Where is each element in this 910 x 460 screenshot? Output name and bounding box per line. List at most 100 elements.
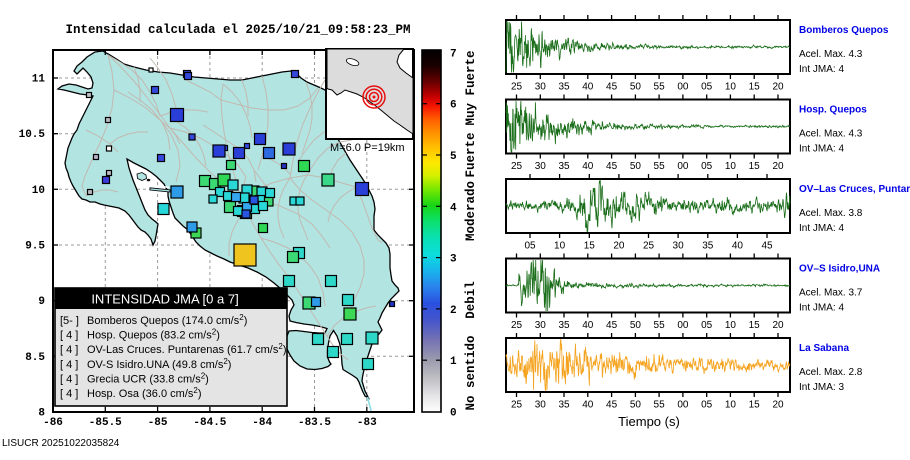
svg-text:[ 4 ]: [ 4 ] <box>60 330 78 342</box>
svg-text:00: 00 <box>677 320 689 331</box>
svg-text:25: 25 <box>511 320 523 331</box>
svg-text:Acel. Max. 2.8: Acel. Max. 2.8 <box>799 367 863 378</box>
svg-text:40: 40 <box>582 82 594 93</box>
svg-text:55: 55 <box>654 400 666 411</box>
svg-text:00: 00 <box>677 161 689 172</box>
svg-text:45: 45 <box>761 241 773 252</box>
svg-text:00: 00 <box>677 400 689 411</box>
svg-text:05: 05 <box>701 82 713 93</box>
svg-text:20: 20 <box>772 161 784 172</box>
svg-text:20: 20 <box>613 241 625 252</box>
svg-text:OV-Las Cruces. Puntarenas (61.: OV-Las Cruces. Puntarenas (61.7 cm/s2) <box>87 342 287 356</box>
svg-text:No sentido: No sentido <box>464 335 478 410</box>
svg-text:La Sabana: La Sabana <box>799 343 849 354</box>
svg-text:50: 50 <box>630 82 642 93</box>
svg-text:-85: -85 <box>148 417 168 429</box>
svg-text:50: 50 <box>630 320 642 331</box>
svg-text:-86: -86 <box>43 417 63 429</box>
svg-text:45: 45 <box>606 320 618 331</box>
svg-text:Int JMA: 4: Int JMA: 4 <box>799 223 844 234</box>
svg-text:Grecia UCR (33.8 cm/s2): Grecia UCR (33.8 cm/s2) <box>87 371 209 385</box>
svg-text:10: 10 <box>725 400 737 411</box>
svg-text:INTENSIDAD JMA [0 a 7]: INTENSIDAD JMA [0 a 7] <box>91 292 238 307</box>
svg-text:5: 5 <box>450 151 457 163</box>
svg-text:40: 40 <box>582 161 594 172</box>
svg-text:30: 30 <box>535 161 547 172</box>
svg-text:Fuerte: Fuerte <box>464 132 478 177</box>
svg-text:Int JMA: 4: Int JMA: 4 <box>799 144 844 155</box>
svg-text:15: 15 <box>584 241 596 252</box>
svg-text:10.5: 10.5 <box>19 129 46 141</box>
svg-text:20: 20 <box>772 82 784 93</box>
svg-text:Bomberos Quepos (174.0 cm/s2): Bomberos Quepos (174.0 cm/s2) <box>87 313 247 327</box>
svg-text:05: 05 <box>524 241 536 252</box>
svg-text:Hosp. Quepos: Hosp. Quepos <box>799 105 867 116</box>
svg-text:45: 45 <box>606 400 618 411</box>
svg-text:1: 1 <box>450 356 457 368</box>
svg-text:10: 10 <box>554 241 566 252</box>
svg-text:15: 15 <box>749 82 761 93</box>
svg-text:05: 05 <box>701 400 713 411</box>
svg-text:10: 10 <box>725 320 737 331</box>
svg-text:25: 25 <box>511 161 523 172</box>
svg-text:50: 50 <box>630 400 642 411</box>
svg-text:Acel. Max. 4.3: Acel. Max. 4.3 <box>799 49 863 60</box>
svg-text:30: 30 <box>673 241 685 252</box>
svg-text:Int JMA: 4: Int JMA: 4 <box>799 303 844 314</box>
svg-text:10: 10 <box>32 185 45 197</box>
svg-text:Muy Fuerte: Muy Fuerte <box>464 50 478 125</box>
svg-text:[ 4 ]: [ 4 ] <box>60 359 78 371</box>
svg-text:Moderado: Moderado <box>464 181 478 241</box>
svg-text:55: 55 <box>654 161 666 172</box>
svg-text:10: 10 <box>725 161 737 172</box>
svg-text:Intensidad calculada el 2025/1: Intensidad calculada el 2025/10/21_09:58… <box>65 23 410 37</box>
svg-text:8.5: 8.5 <box>25 352 45 364</box>
svg-text:Acel. Max. 3.8: Acel. Max. 3.8 <box>799 208 863 219</box>
svg-text:Bomberos Quepos: Bomberos Quepos <box>799 25 889 36</box>
svg-text:35: 35 <box>558 320 570 331</box>
svg-text:35: 35 <box>702 241 714 252</box>
svg-text:05: 05 <box>701 320 713 331</box>
svg-text:OV–Las Cruces, Puntar: OV–Las Cruces, Puntar <box>799 184 910 195</box>
svg-text:-83.5: -83.5 <box>298 417 331 429</box>
svg-text:Hosp. Quepos (83.2 cm/s2): Hosp. Quepos (83.2 cm/s2) <box>87 328 220 342</box>
svg-text:35: 35 <box>558 82 570 93</box>
svg-text:25: 25 <box>511 82 523 93</box>
svg-text:20: 20 <box>772 400 784 411</box>
svg-text:15: 15 <box>749 161 761 172</box>
svg-text:OV-S Isidro.UNA (49.8 cm/s2): OV-S Isidro.UNA (49.8 cm/s2) <box>87 357 231 371</box>
svg-text:Tiempo (s): Tiempo (s) <box>618 414 680 429</box>
svg-text:00: 00 <box>677 82 689 93</box>
svg-text:9: 9 <box>38 296 45 308</box>
svg-text:6: 6 <box>450 100 457 112</box>
svg-text:Int JMA: 3: Int JMA: 3 <box>799 382 844 393</box>
svg-text:25: 25 <box>511 400 523 411</box>
svg-text:25: 25 <box>643 241 655 252</box>
svg-text:30: 30 <box>535 320 547 331</box>
svg-text:10: 10 <box>725 82 737 93</box>
svg-text:05: 05 <box>701 161 713 172</box>
svg-text:45: 45 <box>606 161 618 172</box>
svg-text:11: 11 <box>32 74 46 86</box>
svg-text:55: 55 <box>654 320 666 331</box>
svg-text:15: 15 <box>749 320 761 331</box>
svg-text:55: 55 <box>654 82 666 93</box>
svg-text:50: 50 <box>630 161 642 172</box>
svg-text:0: 0 <box>450 408 457 420</box>
svg-text:Acel. Max. 4.3: Acel. Max. 4.3 <box>799 129 863 140</box>
svg-text:40: 40 <box>732 241 744 252</box>
svg-text:9.5: 9.5 <box>25 241 45 253</box>
svg-text:35: 35 <box>558 400 570 411</box>
svg-text:45: 45 <box>606 82 618 93</box>
svg-text:[ 4 ]: [ 4 ] <box>60 373 78 385</box>
svg-text:-84.5: -84.5 <box>193 417 226 429</box>
svg-text:[ 4 ]: [ 4 ] <box>60 388 78 400</box>
svg-text:30: 30 <box>535 82 547 93</box>
svg-text:7: 7 <box>450 48 457 60</box>
svg-text:15: 15 <box>749 400 761 411</box>
svg-text:2: 2 <box>450 305 457 317</box>
svg-text:Debil: Debil <box>464 281 478 319</box>
svg-text:[ 4 ]: [ 4 ] <box>60 344 78 356</box>
svg-text:4: 4 <box>450 202 457 214</box>
svg-text:8: 8 <box>38 408 45 420</box>
